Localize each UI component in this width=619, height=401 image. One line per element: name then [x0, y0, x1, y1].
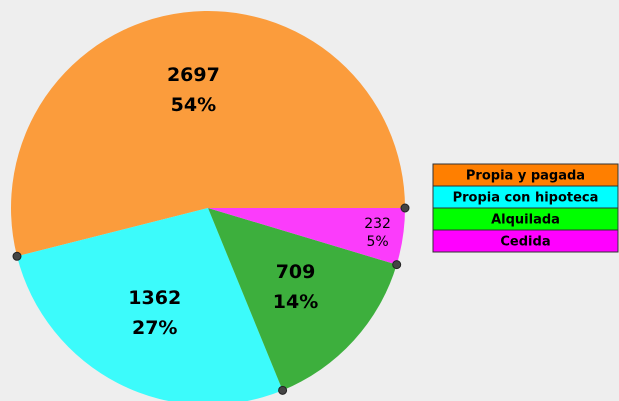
- boundary-point: [400, 203, 410, 213]
- legend-label: Propia con hipoteca: [453, 191, 599, 206]
- pie-slice: [17, 208, 283, 401]
- legend-label: Cedida: [500, 235, 550, 250]
- boundary-point: [12, 251, 22, 261]
- slice-percent-label: 14%: [273, 291, 318, 313]
- legend-label: Alquilada: [491, 213, 560, 228]
- slice-percent-label: 54%: [171, 94, 216, 116]
- boundary-point: [278, 385, 288, 395]
- pie-slice: [208, 208, 405, 265]
- slice-value-label: 1362: [128, 287, 181, 309]
- slice-percent-label: 27%: [132, 317, 177, 339]
- pie-slice: [11, 11, 406, 257]
- boundary-point: [392, 260, 402, 270]
- legend-label: Propia y pagada: [466, 169, 585, 184]
- slice-percent-label: 5%: [366, 234, 388, 250]
- pie-slice: [208, 208, 397, 391]
- slice-value-label: 709: [276, 261, 316, 283]
- legend-swatch: [432, 229, 619, 253]
- slice-value-label: 2697: [167, 64, 220, 86]
- slice-value-label: 232: [364, 216, 391, 232]
